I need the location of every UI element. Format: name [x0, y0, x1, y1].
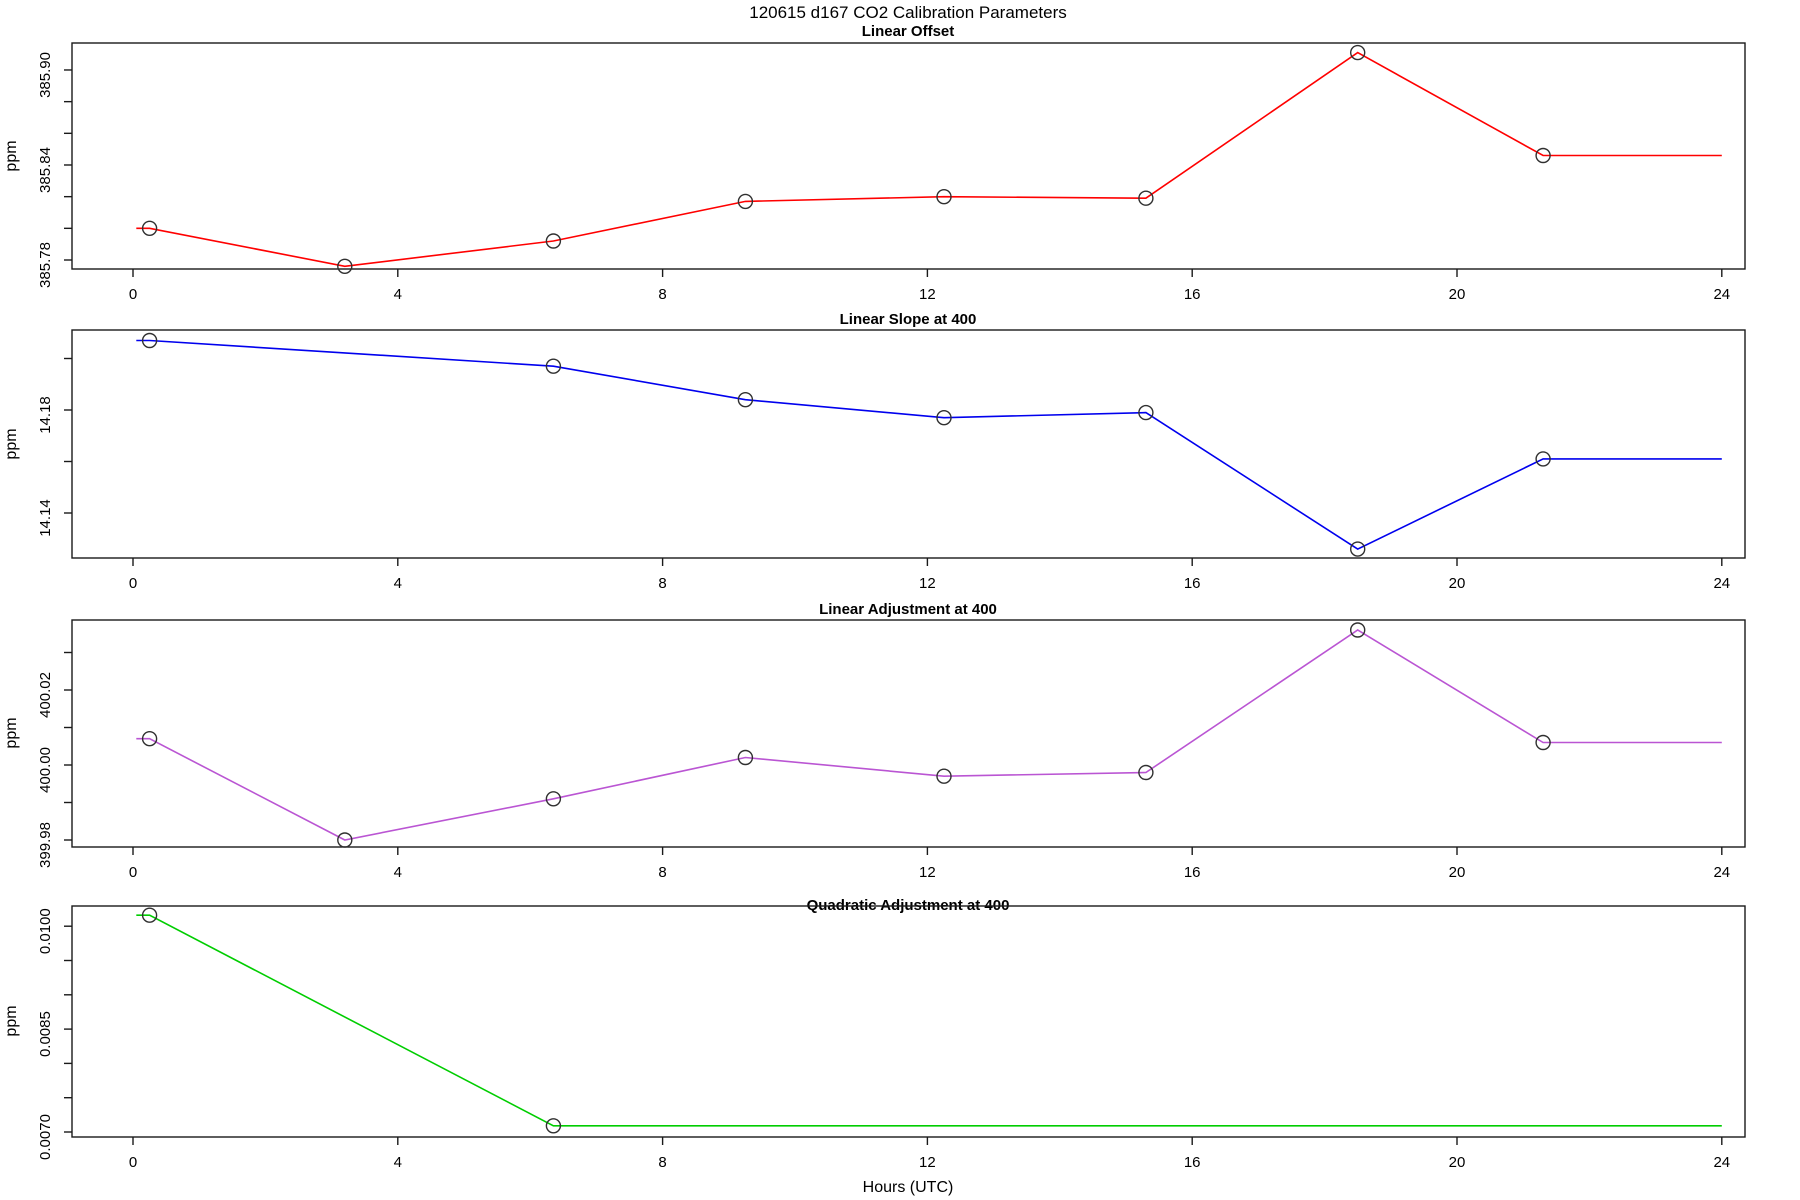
y-tick-label: 0.0070	[37, 1114, 54, 1160]
data-point-marker	[737, 392, 754, 408]
x-tick-label: 16	[1184, 575, 1201, 592]
plot-area-linear-adjustment: 399.98 400.00 400.02 0 4 8 12 16 20 24	[37, 619, 1746, 881]
data-point-marker	[1349, 541, 1366, 557]
data-point-marker	[1138, 764, 1154, 781]
y-tick-label: 0.0085	[37, 1011, 54, 1057]
panel-linear-offset: Linear Offset ppm 385.78 385.84 385.90 0 4 8 1…	[3, 23, 1746, 303]
panel-title-linear-adjustment: Linear Adjustment at 400	[819, 601, 997, 618]
data-point-marker	[936, 188, 952, 205]
data-point-marker	[337, 832, 353, 848]
plot-area-linear-slope: 14.14 14.18 0 4 8 12 16 20 24	[37, 329, 1746, 592]
x-axis-label: Hours (UTC)	[863, 1179, 954, 1196]
x-tick-label: 20	[1449, 575, 1466, 592]
data-point-marker	[141, 332, 158, 349]
plot-area-linear-offset: 385.78 385.84 385.90 0 4 8 12 16 20 24	[37, 42, 1746, 303]
x-tick-label: 0	[129, 864, 137, 881]
x-tick-label: 24	[1713, 575, 1730, 592]
x-tick-label: 8	[658, 286, 666, 303]
data-point-marker	[1138, 404, 1154, 421]
y-tick-label: 0.0100	[37, 908, 54, 954]
y-tick-label: 399.98	[37, 822, 54, 868]
x-tick-label: 16	[1184, 864, 1201, 881]
data-point-marker	[1535, 147, 1551, 164]
y-axis-label-ppm: ppm	[3, 717, 20, 748]
x-tick-label: 20	[1449, 864, 1466, 881]
y-tick-label: 385.78	[37, 242, 54, 288]
x-tick-label: 0	[129, 1154, 137, 1171]
x-tick-label: 4	[394, 1154, 402, 1171]
x-tick-label: 24	[1713, 864, 1730, 881]
data-point-marker	[545, 358, 562, 374]
panel-box	[71, 619, 1746, 848]
x-tick-label: 0	[129, 575, 137, 592]
x-tick-label: 12	[919, 864, 936, 881]
x-tick-label: 24	[1713, 286, 1730, 303]
series-line	[136, 914, 1722, 1127]
y-tick-label: 400.02	[37, 672, 54, 718]
data-point-marker	[545, 791, 562, 807]
x-tick-label: 20	[1449, 1154, 1466, 1171]
data-point-marker	[1535, 451, 1551, 467]
series-line	[136, 339, 1722, 551]
x-tick-label: 20	[1449, 286, 1466, 303]
data-point-marker	[545, 1118, 562, 1134]
data-point-marker	[545, 233, 562, 249]
x-tick-label: 4	[394, 286, 402, 303]
panel-title-linear-offset: Linear Offset	[862, 23, 955, 40]
x-tick-label: 4	[394, 864, 402, 881]
data-point-marker	[141, 907, 158, 923]
data-point-marker	[936, 410, 952, 426]
x-tick-label: 8	[658, 1154, 666, 1171]
y-tick-label: 385.90	[37, 52, 54, 98]
x-tick-label: 12	[919, 1154, 936, 1171]
panel-box	[71, 905, 1746, 1138]
y-tick-label: 400.00	[37, 747, 54, 793]
data-point-marker	[737, 749, 754, 766]
x-tick-label: 16	[1184, 1154, 1201, 1171]
panel-title-linear-slope: Linear Slope at 400	[840, 311, 977, 328]
x-tick-label: 4	[394, 575, 402, 592]
series-line	[136, 629, 1722, 841]
x-tick-label: 8	[658, 864, 666, 881]
y-axis-label-ppm: ppm	[3, 1005, 20, 1036]
panel-box	[71, 329, 1746, 559]
data-point-marker	[141, 731, 158, 747]
panel-quadratic-adjustment: Quadratic Adjustment at 400 ppm 0.00700.…	[3, 897, 1746, 1171]
x-tick-label: 16	[1184, 286, 1201, 303]
page-title: 120615 d167 CO2 Calibration Parameters	[749, 3, 1067, 22]
data-point-marker	[1349, 622, 1366, 638]
data-point-marker	[141, 220, 158, 237]
x-tick-label: 0	[129, 286, 137, 303]
data-point-marker	[337, 258, 353, 274]
x-tick-label: 8	[658, 575, 666, 592]
data-point-marker	[737, 193, 754, 210]
y-tick-label: 385.84	[37, 147, 54, 193]
data-point-marker	[936, 768, 952, 784]
panel-linear-adjustment: Linear Adjustment at 400 ppm 399.98 400.0…	[3, 601, 1746, 881]
data-point-marker	[1349, 44, 1366, 61]
x-tick-label: 12	[919, 286, 936, 303]
series-line	[136, 51, 1722, 268]
y-axis-label-ppm: ppm	[3, 140, 20, 171]
data-point-marker	[1138, 190, 1154, 206]
panel-box	[71, 42, 1746, 270]
x-tick-label: 12	[919, 575, 936, 592]
y-tick-label: 14.14	[37, 499, 54, 537]
data-point-marker	[1535, 734, 1551, 751]
plot-area-quadratic-adjustment: 0.0070 0.0085 0.0100 0 4 8 12 16 20 24	[37, 905, 1746, 1171]
x-tick-label: 24	[1713, 1154, 1730, 1171]
y-axis-label-ppm: ppm	[3, 428, 20, 459]
y-tick-label: 14.18	[37, 396, 54, 434]
